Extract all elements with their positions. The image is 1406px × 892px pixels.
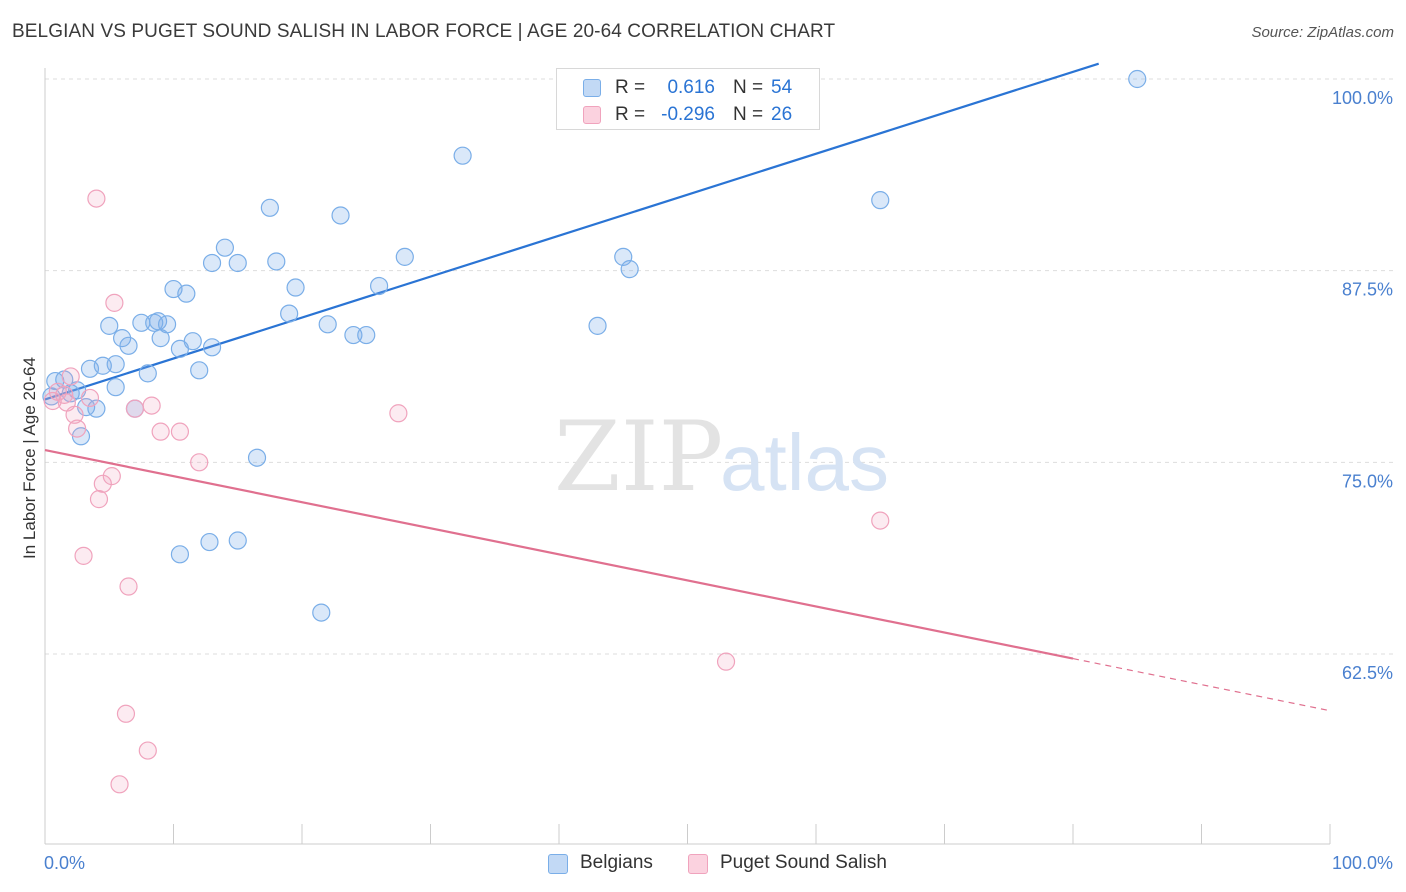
n-value-puget: 26 — [771, 104, 793, 125]
n-label: N = — [733, 77, 764, 98]
r-value-belgians: 0.616 — [667, 77, 715, 98]
belgians-point — [344, 325, 363, 345]
puget-point — [68, 419, 87, 438]
puget-point — [61, 367, 80, 386]
belgians-point — [395, 247, 414, 266]
y-axis-label: In Labor Force | Age 20-64 — [20, 357, 39, 559]
belgians-point — [228, 531, 247, 550]
puget-legend-swatch — [688, 854, 708, 874]
puget-point — [110, 775, 129, 794]
x-tick-label: 0.0% — [44, 853, 85, 873]
puget-point — [716, 652, 736, 671]
belgians-point — [106, 378, 125, 397]
belgians-legend-swatch — [548, 854, 568, 874]
puget-trend-line — [44, 448, 1074, 660]
puget-point — [80, 388, 100, 408]
y-tick-label: 87.5% — [1342, 280, 1393, 300]
belgians-point — [280, 304, 299, 323]
puget-point — [151, 422, 170, 441]
puget-point — [74, 546, 93, 565]
belgians-point — [202, 253, 222, 273]
belgians-point — [357, 325, 376, 345]
legend-row-belgians: R = 0.616 N = 54 — [557, 73, 819, 101]
puget-point — [87, 189, 106, 208]
belgians-point — [106, 355, 125, 374]
belgians-point — [331, 206, 350, 225]
puget-legend-label: Puget Sound Salish — [720, 852, 887, 873]
puget-point — [190, 453, 209, 472]
belgians-point — [183, 332, 202, 351]
puget-swatch — [583, 106, 601, 124]
trend-lines — [44, 62, 1331, 712]
watermark-atlas: atlas — [720, 418, 889, 507]
puget-point — [119, 577, 138, 596]
belgians-point — [177, 284, 196, 303]
watermark-zip: ZIP — [554, 401, 723, 513]
belgians-point — [170, 545, 190, 564]
source-label: Source: ZipAtlas.com — [1251, 24, 1394, 41]
belgians-point — [1128, 69, 1147, 89]
puget-point — [65, 405, 84, 424]
belgians-point — [871, 191, 890, 210]
belgians-point — [202, 338, 222, 357]
puget-point — [389, 404, 408, 423]
y-tick-label: 75.0% — [1342, 471, 1393, 491]
grid-layer — [45, 78, 1394, 655]
chart-title: BELGIAN VS PUGET SOUND SALISH IN LABOR F… — [12, 21, 836, 42]
belgians-trend-line — [44, 62, 1100, 401]
belgians-point — [312, 603, 331, 622]
belgians-point — [215, 238, 234, 257]
puget-point — [125, 399, 145, 418]
puget-point — [105, 293, 124, 312]
belgians-point — [119, 336, 138, 355]
belgians-legend-label: Belgians — [580, 852, 653, 873]
r-label: R = — [615, 77, 646, 98]
belgians-swatch — [583, 79, 601, 97]
belgians-point — [318, 315, 337, 334]
r-label: R = — [615, 104, 646, 125]
belgians-point — [138, 364, 157, 383]
puget-point — [89, 490, 109, 509]
belgians-point — [286, 278, 305, 297]
r-value-puget: -0.296 — [661, 104, 715, 125]
belgians-point — [157, 315, 177, 334]
belgians-point — [200, 532, 219, 552]
tick-labels: 62.5% 75.0% 87.5% 100.0% 0.0% 100.0% — [44, 88, 1393, 873]
puget-point — [142, 396, 161, 415]
puget-point — [116, 704, 136, 723]
axis-layer — [44, 68, 1331, 845]
belgians-point — [453, 146, 472, 165]
y-tick-label: 100.0% — [1332, 88, 1393, 108]
puget-point — [43, 391, 62, 411]
puget-trend-extension — [1072, 657, 1331, 712]
belgians-point — [588, 316, 607, 335]
correlation-legend: R = 0.616 N = 54 R = -0.296 N = 26 — [556, 68, 820, 130]
puget-point — [138, 741, 157, 760]
n-value-belgians: 54 — [771, 77, 793, 98]
puget-point — [170, 422, 190, 441]
legend-row-puget: R = -0.296 N = 26 — [557, 100, 819, 128]
belgians-point — [370, 276, 389, 296]
belgians-point — [100, 316, 119, 335]
belgians-point — [260, 198, 279, 217]
belgians-point — [620, 260, 639, 279]
puget-point — [102, 467, 121, 486]
y-tick-label: 62.5% — [1342, 663, 1393, 683]
n-label: N = — [733, 104, 764, 125]
belgians-point — [190, 361, 209, 380]
puget-point — [871, 511, 890, 530]
belgians-point — [267, 252, 286, 271]
x-tick-label: 100.0% — [1332, 853, 1393, 873]
data-points — [42, 69, 1147, 794]
belgians-point — [87, 399, 106, 418]
belgians-point — [228, 253, 247, 273]
belgians-point — [247, 448, 267, 467]
